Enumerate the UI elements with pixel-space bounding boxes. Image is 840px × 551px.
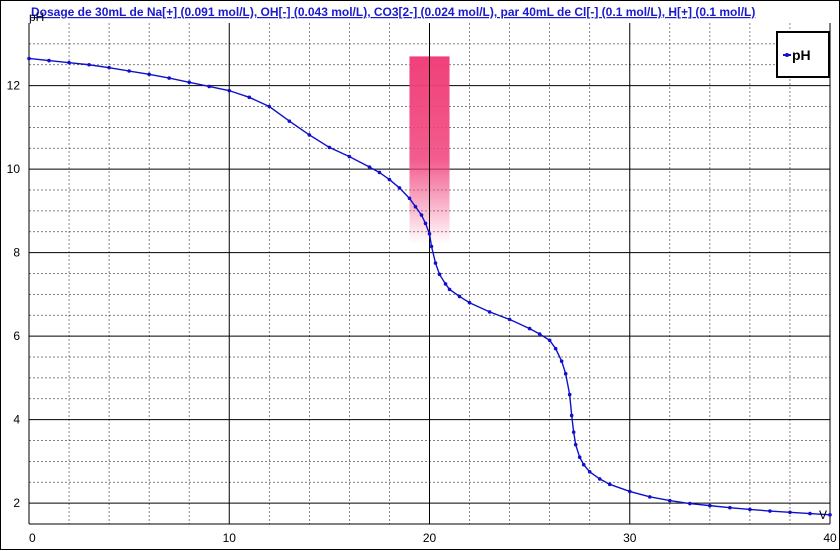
data-point [287,119,292,123]
y-tick-label: 4 [13,413,20,427]
data-point [437,272,442,277]
data-point [227,88,232,93]
data-point [387,177,392,182]
data-point [567,392,572,397]
x-axis-label: V [819,508,827,522]
data-point [377,170,382,175]
data-point [447,287,452,292]
data-point [597,477,602,481]
data-point [347,154,352,159]
data-point [748,507,752,512]
y-tick-label: 6 [13,329,20,343]
data-point [207,84,212,89]
data-point [419,213,424,217]
data-point [433,261,438,265]
data-point [547,338,552,343]
data-point [808,511,812,516]
data-point [768,509,772,513]
x-tick-label: 20 [423,531,437,545]
legend: pH [776,31,830,78]
data-point [573,442,578,447]
data-point [427,232,432,236]
data-point [457,294,462,299]
data-point [67,60,71,65]
data-point [167,76,171,80]
y-tick-labels: 2 4 6 8 10 12 [7,79,21,511]
x-tick-labels: 0 10 20 30 40 [29,531,837,545]
y-tick-label: 8 [13,246,20,260]
data-point [307,133,312,137]
data-point [423,221,428,226]
data-point [537,332,542,336]
data-point [647,495,652,499]
data-point [247,95,252,100]
data-point [413,204,418,209]
data-point [688,501,692,506]
data-point [607,482,612,487]
data-point [507,317,512,322]
data-point [587,470,592,474]
data-point [87,62,91,67]
x-tick-label: 0 [29,531,36,545]
data-point [487,310,492,314]
y-tick-label: 12 [7,79,21,93]
data-point [443,282,448,286]
x-tick-label: 40 [823,531,837,545]
data-point [187,80,191,85]
data-point [728,505,732,510]
data-point [107,65,111,70]
data-point [27,56,31,61]
data-point [571,430,576,434]
series-layer [27,56,832,517]
y-axis-label: pH [29,10,44,24]
data-point [569,413,574,418]
data-point [397,186,402,190]
data-point [708,503,712,508]
data-point [467,300,472,305]
y-tick-label: 2 [13,496,20,510]
data-point [581,462,586,467]
data-point [563,371,568,376]
data-point [788,510,792,515]
data-point [267,104,272,109]
legend-swatch-marker [785,53,789,57]
data-point [627,489,632,494]
data-point [429,244,434,249]
data-point [553,346,558,351]
data-point [327,145,332,150]
data-point [668,498,672,503]
data-point [367,165,372,169]
y-tick-label: 10 [7,162,21,176]
x-tick-label: 30 [623,531,637,545]
x-tick-label: 10 [223,531,237,545]
data-point [147,72,151,77]
data-point [47,58,51,63]
data-point [828,513,832,517]
data-point [559,359,564,363]
data-point [127,69,131,73]
data-point [577,455,582,460]
data-point [527,326,532,331]
legend-entry-ph: pH [792,47,811,63]
chart-title: Dosage de 30mL de Na[+] (0.091 mol/L), O… [31,5,755,19]
data-point [407,196,412,201]
